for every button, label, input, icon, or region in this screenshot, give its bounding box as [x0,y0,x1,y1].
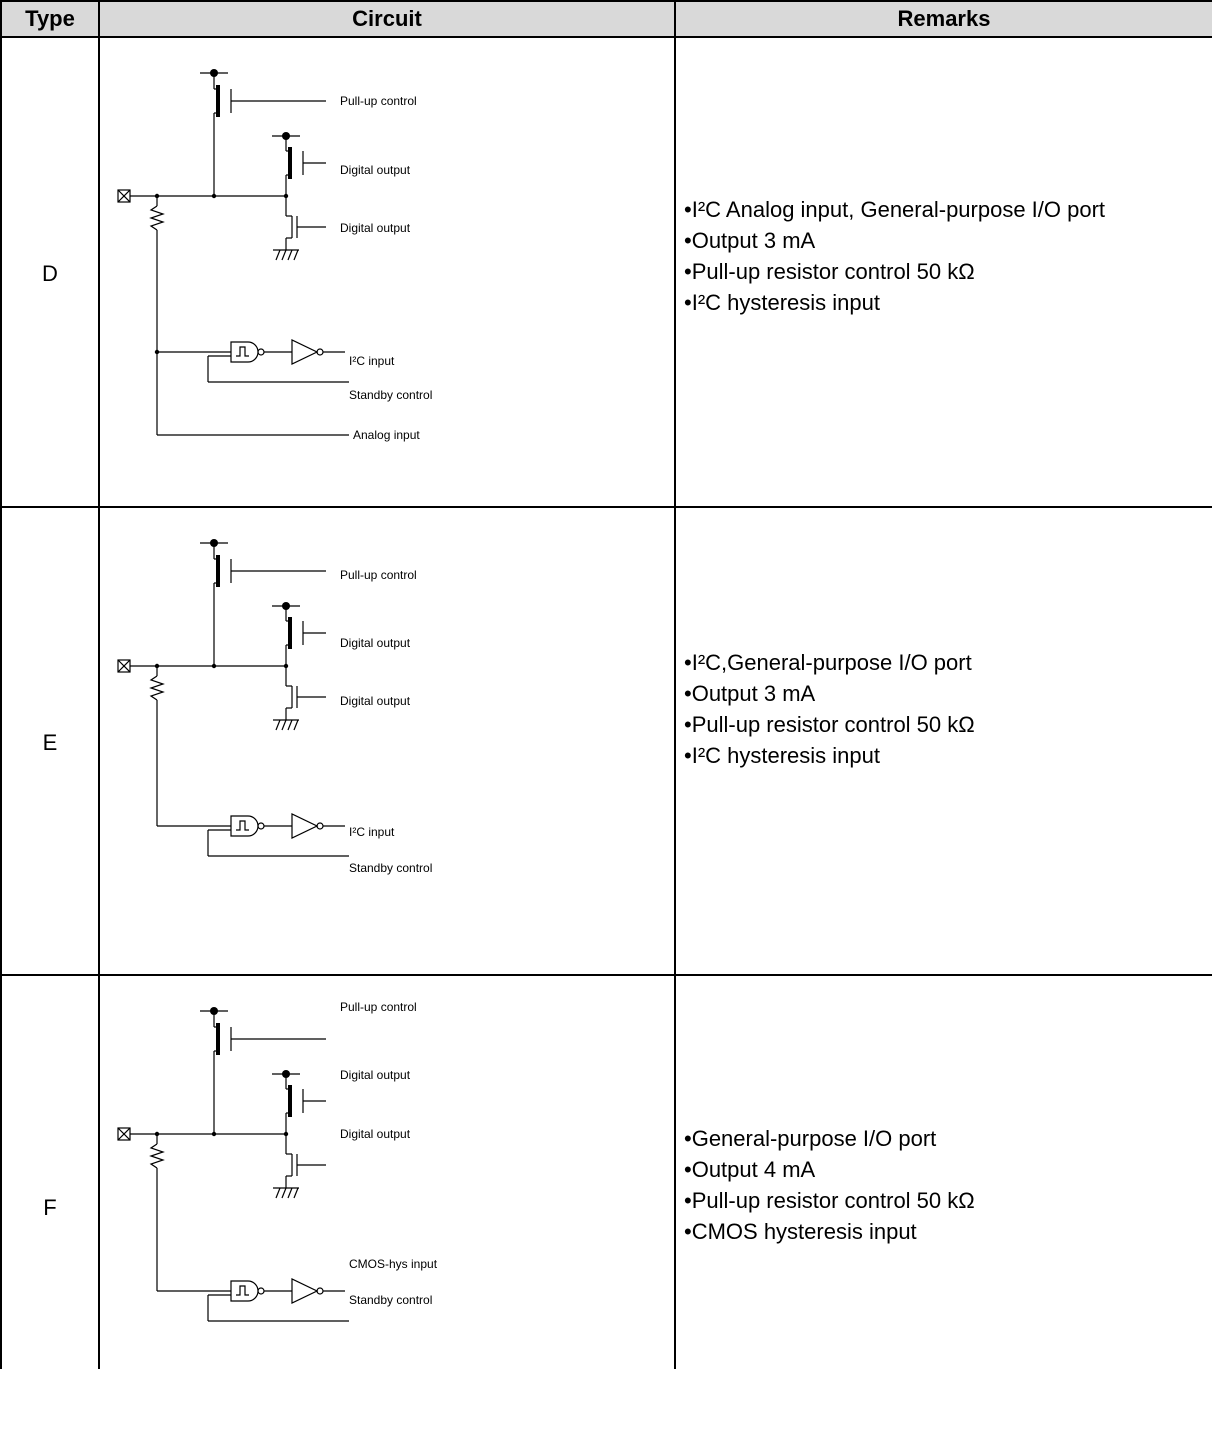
label-analog-input: Analog input [353,428,420,442]
grid-line-row-e [0,974,1212,976]
label-digital-output-2: Digital output [340,1127,411,1141]
remark-item: •CMOS hysteresis input [684,1219,917,1244]
grid-line-left [0,0,2,1369]
remark-item: •Pull-up resistor control 50 kΩ [684,259,975,284]
remark-item: •General-purpose I/O port [684,1126,937,1151]
remark-item: •I²C hysteresis input [684,743,880,768]
header-type: Type [2,0,98,37]
grid-line-top [0,0,1212,2]
grid-line-row-d [0,506,1212,508]
circuit-schematic: Pull-up control Digital output Digital o… [117,1000,438,1322]
label-digital-output-1: Digital output [340,1068,411,1082]
remarks-list-d: •I²C Analog input, General-purpose I/O p… [684,194,1105,318]
label-standby-control: Standby control [349,1293,432,1307]
circuit-diagram-f: Pull-up control Digital output Digital o… [100,976,674,1442]
label-input: CMOS-hys input [349,1257,438,1271]
label-standby-control: Standby control [349,861,432,875]
circuit-diagram-d: Pull-up control Digital output Digital o… [100,38,674,504]
label-digital-output-2: Digital output [340,221,411,235]
remark-item: •I²C,General-purpose I/O port [684,650,972,675]
circuit-diagram-e: Pull-up control Digital output Digital o… [100,508,674,974]
remark-item: •Output 4 mA [684,1157,816,1182]
label-pullup-control: Pull-up control [340,94,417,108]
remark-item: •Pull-up resistor control 50 kΩ [684,1188,975,1213]
remarks-list-e: •I²C,General-purpose I/O port •Output 3 … [684,647,975,771]
remark-item: •I²C hysteresis input [684,290,880,315]
header-remarks: Remarks [676,0,1212,37]
circuit-schematic: Pull-up control Digital output Digital o… [117,69,432,442]
label-digital-output-1: Digital output [340,636,411,650]
remark-item: •Output 3 mA [684,681,816,706]
remark-item: •Output 3 mA [684,228,816,253]
label-input: I²C input [349,354,395,368]
grid-line-circuit [674,0,676,1369]
remark-item: •I²C Analog input, General-purpose I/O p… [684,197,1106,222]
remark-item: •Pull-up resistor control 50 kΩ [684,712,975,737]
label-digital-output-1: Digital output [340,163,411,177]
remarks-list-f: •General-purpose I/O port •Output 4 mA •… [684,1123,975,1247]
label-standby-control: Standby control [349,388,432,402]
grid-line-header [0,36,1212,38]
label-pullup-control: Pull-up control [340,1000,417,1014]
type-cell-d: D [42,261,58,286]
label-input: I²C input [349,825,395,839]
type-cell-f: F [43,1195,57,1220]
header-circuit: Circuit [100,0,674,37]
label-digital-output-2: Digital output [340,694,411,708]
type-cell-e: E [42,730,58,755]
circuit-schematic: Pull-up control Digital output Digital o… [117,539,432,875]
grid-line-type [98,0,100,1369]
label-pullup-control: Pull-up control [340,568,417,582]
